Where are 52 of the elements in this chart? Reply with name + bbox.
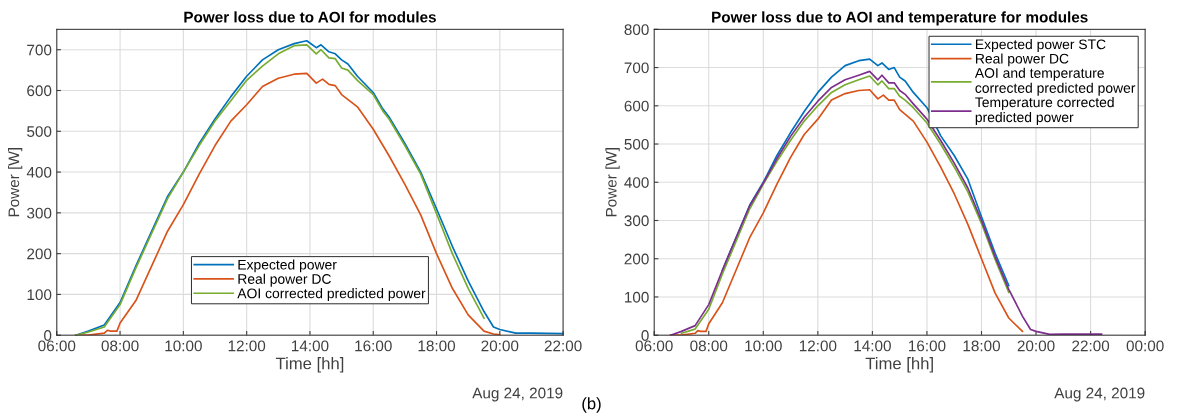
y-tick-label: 600 — [27, 85, 52, 97]
y-tick-label: 600 — [624, 100, 649, 112]
text: Aug 24, 2019 — [472, 387, 563, 402]
y-axis-title: Power [W] — [8, 148, 23, 217]
y-tick-label: 400 — [26, 166, 52, 178]
legend-label: Expected power — [238, 259, 337, 273]
y-tick-label: 0 — [641, 330, 649, 341]
y-tick-label: 300 — [27, 207, 52, 219]
x-tick-label: 06:00 — [38, 340, 76, 352]
x-tick-label: 12:00 — [799, 340, 837, 352]
chart-title: Power loss due to AOI and temperature for modules — [712, 11, 1088, 26]
y-tick-label: 100 — [625, 291, 649, 303]
x-tick-label: 12:00 — [228, 340, 266, 352]
x-tick-label: 16:00 — [909, 340, 946, 352]
y-tick-label: 100 — [27, 289, 52, 301]
legend-label: AOI and temperature corrected predicted power — [974, 67, 1136, 96]
x-axis-title: Time [hh] — [275, 357, 344, 373]
x-tick-label: 20:00 — [481, 340, 519, 352]
x-tick-label: 10:00 — [745, 340, 782, 352]
legend-label: Expected power STC — [976, 39, 1106, 52]
y-tick-label: 300 — [624, 215, 649, 227]
x-tick-label: 16:00 — [355, 340, 392, 352]
x-tick-label: 08:00 — [690, 340, 728, 352]
y-tick-label: 700 — [624, 62, 649, 74]
y-tick-label: 0 — [44, 330, 52, 341]
y-tick-label: 200 — [624, 253, 649, 265]
x-tick-label: 10:00 — [165, 340, 202, 352]
y-tick-label: 500 — [624, 138, 649, 150]
y-tick-label: 800 — [624, 24, 649, 36]
y-tick-label: 500 — [27, 126, 52, 137]
chart-title: Power loss due to AOI for modules — [184, 11, 436, 23]
legend-label: Real power DC — [976, 53, 1069, 67]
legend-label: AOI corrected predicted power — [237, 288, 426, 302]
y-axis-title: Power [W] — [605, 148, 620, 217]
x-tick-label: 14:00 — [854, 340, 891, 352]
text: Aug 24, 2019 — [1054, 387, 1145, 402]
x-tick-label: 22:00 — [1072, 340, 1110, 352]
y-tick-label: 700 — [27, 44, 52, 56]
legend-label: Temperature corrected predicted power — [975, 97, 1114, 125]
x-tick-label: 08:00 — [101, 340, 139, 352]
x-axis-title: Time [hh] — [865, 357, 933, 373]
text: (b) — [582, 397, 601, 413]
x-tick-label: 22:00 — [544, 340, 582, 352]
y-tick-label: 400 — [624, 177, 649, 188]
x-tick-label: 18:00 — [963, 340, 1001, 352]
x-tick-label: 00:00 — [1126, 340, 1164, 352]
x-tick-label: 18:00 — [418, 340, 456, 352]
x-tick-label: 06:00 — [635, 340, 673, 352]
x-tick-label: 14:00 — [292, 340, 329, 352]
y-tick-label: 200 — [27, 248, 52, 260]
legend-label: Real power DC — [238, 273, 331, 287]
x-tick-label: 20:00 — [1017, 340, 1055, 352]
